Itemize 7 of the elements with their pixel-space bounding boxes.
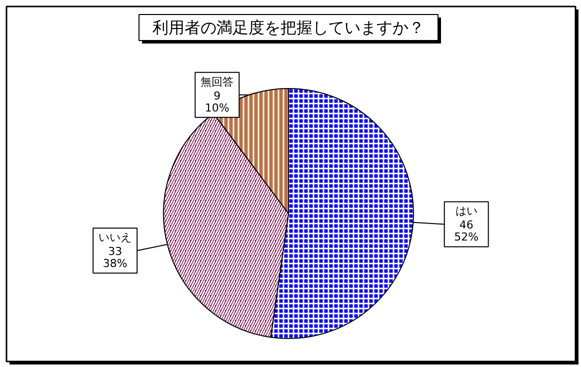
data-label: 46 52%	[454, 218, 479, 244]
data-label: 33 38%	[102, 245, 128, 270]
data-label: 9 10%	[204, 89, 230, 114]
slice-label: はい	[455, 204, 478, 218]
chart-title: 利用者の満足度を把握していますか？	[152, 18, 424, 37]
slice-label: 無回答	[200, 75, 234, 88]
slice-label: いいえ	[98, 231, 132, 244]
